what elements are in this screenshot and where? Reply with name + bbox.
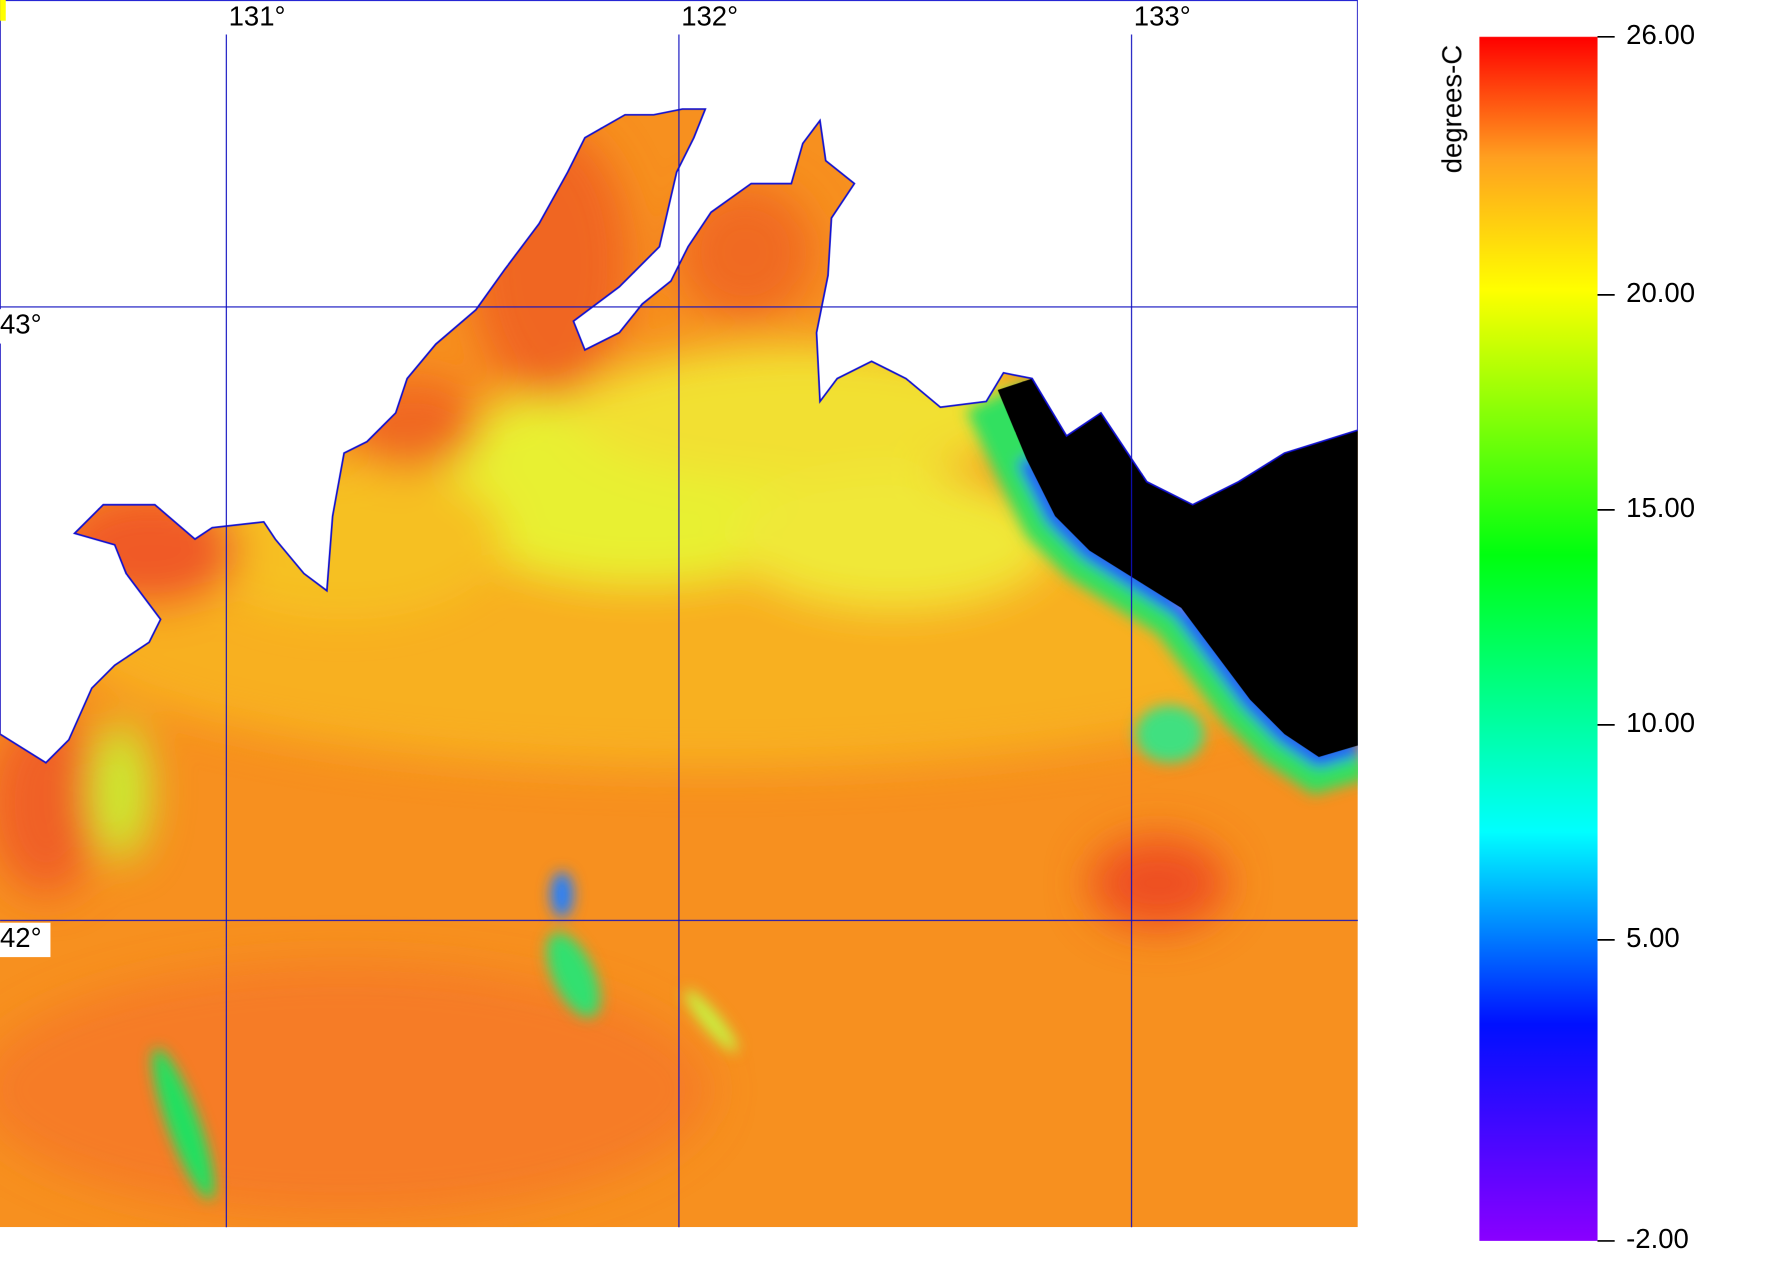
latitude-label-bg [0, 309, 51, 344]
graticule [0, 34, 1358, 1228]
corner-marker [0, 0, 6, 21]
longitude-label: 133° [1134, 1, 1191, 32]
colorbar-tick-label: 20.00 [1626, 277, 1695, 308]
colorbar-tick-label: 15.00 [1626, 492, 1695, 523]
colorbar [1479, 36, 1598, 1241]
colorbar-tick-label: 10.00 [1626, 707, 1695, 738]
latitude-label: 43° [0, 309, 42, 340]
colorbar-tick-label: -2.00 [1626, 1223, 1689, 1254]
land [0, 0, 1358, 764]
latitude-label-bg [0, 922, 51, 958]
colorbar-tick-label: 5.00 [1626, 922, 1680, 953]
colorbar-label: degrees-C [1436, 45, 1467, 173]
land-mask [997, 378, 1358, 757]
longitude-label: 132° [681, 1, 738, 32]
latitude-label: 42° [0, 922, 42, 953]
colorbar-tick-label: 26.00 [1626, 19, 1695, 50]
longitude-label: 131° [229, 1, 286, 32]
